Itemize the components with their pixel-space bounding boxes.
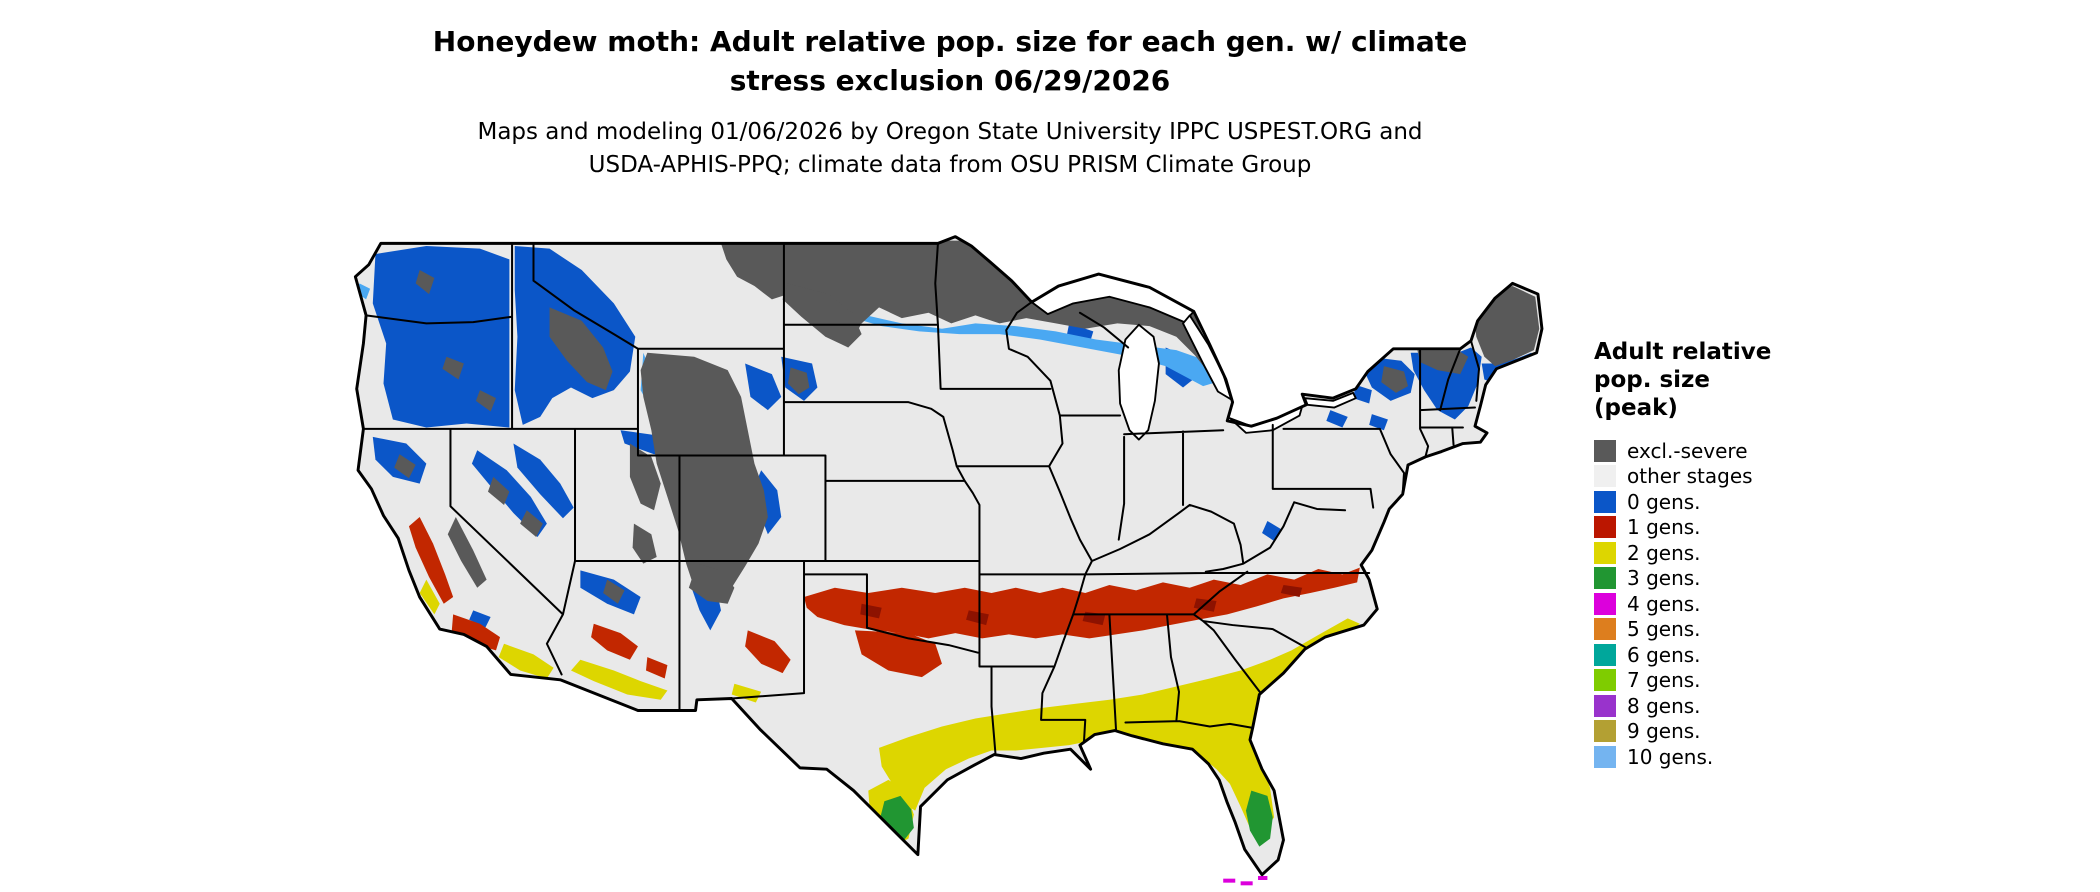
legend-swatch-7-gens bbox=[1594, 669, 1616, 692]
region-1-gens bbox=[408, 516, 1360, 679]
legend-label: 0 gens. bbox=[1627, 489, 1701, 514]
map-regions bbox=[356, 240, 1540, 847]
legend-entry: excl.-severe bbox=[1594, 438, 1954, 464]
legend-entry: 9 gens. bbox=[1594, 719, 1954, 745]
legend-label: 4 gens. bbox=[1627, 591, 1701, 616]
legend-entry: 3 gens. bbox=[1594, 566, 1954, 592]
legend-title-line3: (peak) bbox=[1594, 395, 1678, 421]
legend-entry: 2 gens. bbox=[1594, 540, 1954, 566]
legend-swatch-10-gens bbox=[1594, 745, 1616, 768]
us-outline bbox=[353, 235, 1544, 877]
legend-entries: excl.-severe other stages 0 gens. 1 gens… bbox=[1594, 438, 1954, 770]
legend-label: 5 gens. bbox=[1627, 617, 1701, 642]
legend-entry: 4 gens. bbox=[1594, 591, 1954, 617]
legend-swatch-3-gens bbox=[1594, 567, 1616, 590]
us-map bbox=[346, 230, 1554, 892]
legend-label: 1 gens. bbox=[1627, 515, 1701, 540]
state-borders bbox=[362, 242, 1481, 756]
legend-entry: 7 gens. bbox=[1594, 668, 1954, 694]
legend-label: 9 gens. bbox=[1627, 719, 1701, 744]
legend-swatch-4-gens bbox=[1594, 592, 1616, 615]
legend-entry: 1 gens. bbox=[1594, 515, 1954, 541]
legend-swatch-excl-severe bbox=[1594, 439, 1616, 462]
legend-label: excl.-severe bbox=[1627, 438, 1748, 463]
legend-entry: 8 gens. bbox=[1594, 693, 1954, 719]
us-map-svg bbox=[353, 235, 1544, 886]
great-lakes bbox=[1030, 273, 1357, 441]
legend-swatch-8-gens bbox=[1594, 694, 1616, 717]
legend-label: 2 gens. bbox=[1627, 540, 1701, 565]
legend-title-line2: pop. size bbox=[1594, 367, 1711, 393]
legend-swatch-other-stages bbox=[1594, 465, 1616, 488]
region-4-gens bbox=[1223, 875, 1268, 886]
legend-label: 7 gens. bbox=[1627, 668, 1701, 693]
legend-entry: 10 gens. bbox=[1594, 744, 1954, 770]
title-block: Honeydew moth: Adult relative pop. size … bbox=[346, 22, 1554, 182]
map-subtitle-line1: Maps and modeling 01/06/2026 by Oregon S… bbox=[477, 119, 1423, 145]
map-title-line1: Honeydew moth: Adult relative pop. size … bbox=[432, 25, 1468, 58]
region-3-gens bbox=[880, 790, 1273, 847]
lake-michigan bbox=[1117, 323, 1160, 441]
legend-swatch-0-gens bbox=[1594, 490, 1616, 513]
legend-entry: other stages bbox=[1594, 464, 1954, 490]
map-title-line2: stress exclusion 06/29/2026 bbox=[729, 64, 1171, 97]
legend-entry: 0 gens. bbox=[1594, 489, 1954, 515]
legend-swatch-6-gens bbox=[1594, 643, 1616, 666]
legend-swatch-9-gens bbox=[1594, 720, 1616, 743]
legend-label: 6 gens. bbox=[1627, 642, 1701, 667]
legend-entry: 5 gens. bbox=[1594, 617, 1954, 643]
legend-title-line1: Adult relative bbox=[1594, 339, 1772, 365]
map-legend: Adult relative pop. size (peak) excl.-se… bbox=[1594, 338, 1954, 770]
map-subtitle: Maps and modeling 01/06/2026 by Oregon S… bbox=[346, 116, 1554, 182]
legend-label: other stages bbox=[1627, 464, 1753, 489]
map-subtitle-line2: USDA-APHIS-PPQ; climate data from OSU PR… bbox=[588, 152, 1312, 178]
region-excl-severe bbox=[394, 240, 1540, 604]
legend-entry: 6 gens. bbox=[1594, 642, 1954, 668]
legend-label: 8 gens. bbox=[1627, 693, 1701, 718]
legend-label: 3 gens. bbox=[1627, 566, 1701, 591]
legend-label: 10 gens. bbox=[1627, 744, 1714, 769]
legend-swatch-2-gens bbox=[1594, 541, 1616, 564]
legend-swatch-5-gens bbox=[1594, 618, 1616, 641]
legend-swatch-1-gens bbox=[1594, 516, 1616, 539]
